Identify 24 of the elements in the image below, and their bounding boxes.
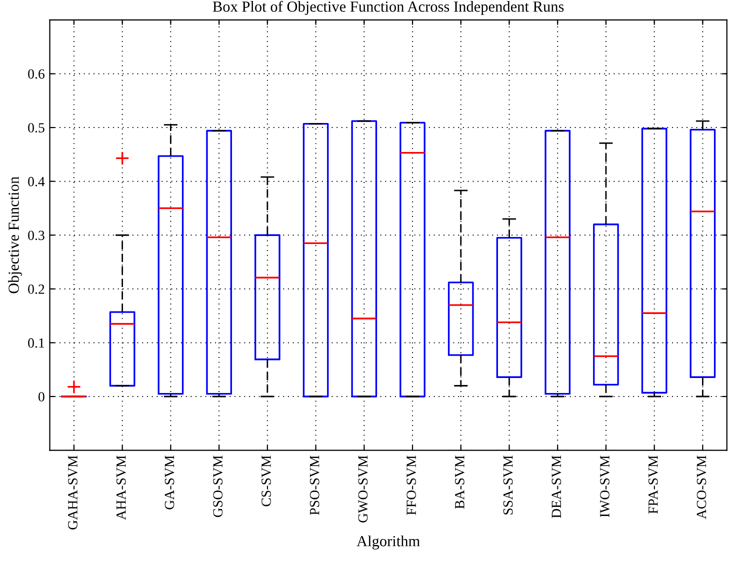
x-tick-label: BA-SVM bbox=[455, 456, 464, 509]
y-tick-label: 0.5 bbox=[28, 123, 44, 133]
x-tick-label: PSO-SVM bbox=[310, 456, 320, 515]
x-tick-label: AHA-SVM bbox=[116, 456, 126, 520]
y-tick-label: 0 bbox=[38, 392, 44, 402]
x-tick-label: GAHA-SVM bbox=[68, 456, 78, 530]
x-tick-label: FFO-SVM bbox=[406, 456, 416, 515]
x-tick-label: SSA-SVM bbox=[503, 456, 513, 514]
y-tick-label: 0.6 bbox=[28, 69, 44, 79]
x-axis-title: Algorithm bbox=[356, 536, 420, 550]
x-tick-label: GWO-SVM bbox=[358, 456, 368, 522]
y-tick-label: 0.4 bbox=[28, 176, 45, 186]
y-tick-label: 0.2 bbox=[28, 284, 44, 294]
y-tick-label: 0.1 bbox=[28, 338, 44, 348]
y-axis-title: Objective Function bbox=[8, 176, 22, 294]
x-tick-label: GSO-SVM bbox=[213, 456, 223, 518]
x-tick-label: CS-SVM bbox=[262, 456, 271, 506]
x-tick-label: FPA-SVM bbox=[648, 456, 658, 514]
x-tick-label: GA-SVM bbox=[164, 456, 174, 510]
x-tick-label: ACO-SVM bbox=[696, 456, 706, 520]
y-tick-label: 0.3 bbox=[28, 230, 44, 240]
x-tick-label: IWO-SVM bbox=[600, 456, 610, 518]
chart-title: Box Plot of Objective Function Across Independent Runs bbox=[212, 0, 564, 15]
x-tick-label: DEA-SVM bbox=[552, 456, 562, 518]
